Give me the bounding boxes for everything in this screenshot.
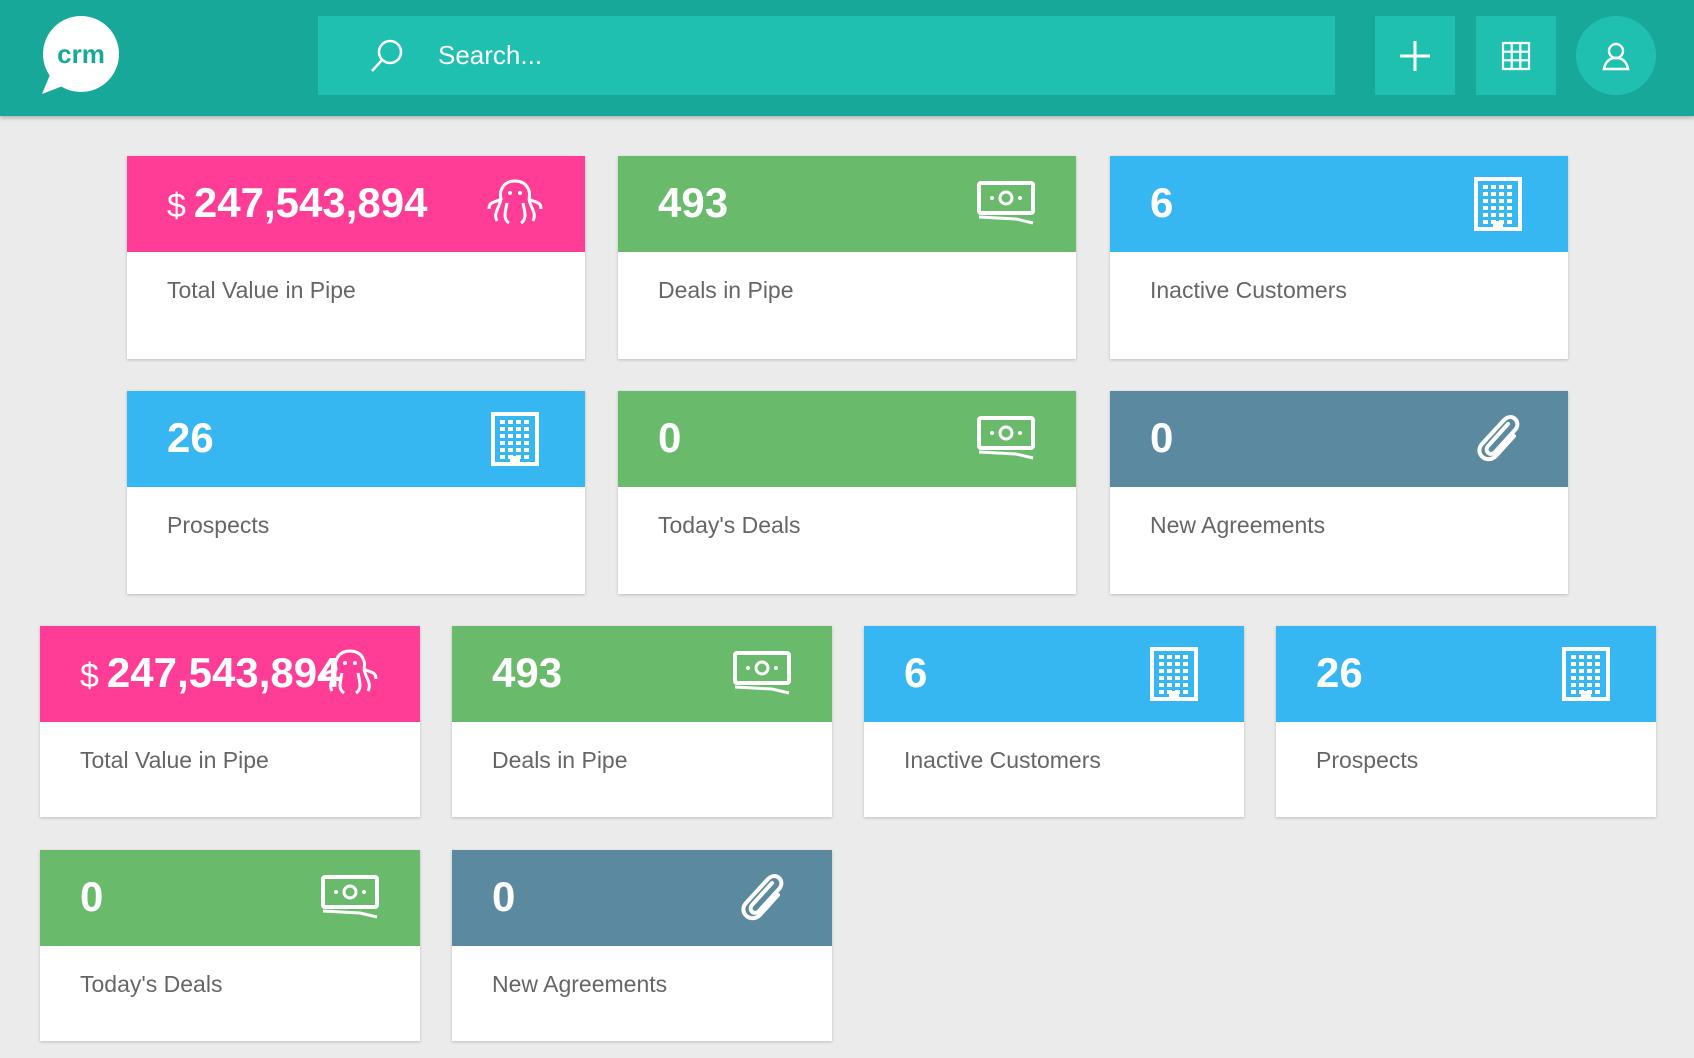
- search-icon: [371, 39, 403, 72]
- stat-card[interactable]: 6 Inactive Customers: [1110, 156, 1568, 359]
- user-icon: [1602, 42, 1630, 70]
- card-icon: [1477, 415, 1520, 462]
- card-header: 6: [1110, 156, 1568, 252]
- value-number: 247,543,894: [106, 649, 341, 696]
- card-icon: [1562, 647, 1610, 701]
- stat-card[interactable]: $247,543,894 Total Value in Pipe: [40, 626, 420, 817]
- card-value: $247,543,894: [80, 649, 341, 697]
- value-number: 0: [1150, 414, 1174, 461]
- card-label: Prospects: [1316, 747, 1419, 773]
- card-value: 0: [80, 873, 103, 921]
- card-value: 6: [904, 649, 927, 697]
- user-button[interactable]: [1576, 16, 1656, 95]
- stat-card[interactable]: 0 New Agreements: [1110, 391, 1568, 594]
- search-box[interactable]: Search...: [318, 16, 1335, 95]
- card-value: 0: [492, 873, 515, 921]
- card-value: 493: [658, 179, 728, 227]
- value-number: 493: [492, 649, 563, 696]
- stat-card[interactable]: 0 New Agreements: [452, 850, 832, 1041]
- card-header: 26: [127, 391, 585, 487]
- apps-button[interactable]: [1476, 16, 1556, 95]
- value-number: 6: [1150, 179, 1174, 226]
- card-label: Total Value in Pipe: [167, 277, 356, 303]
- card-icon: [321, 875, 379, 919]
- card-value: 493: [492, 649, 562, 697]
- card-header: 0: [1110, 391, 1568, 487]
- card-icon: [322, 649, 378, 695]
- stat-card[interactable]: 26 Prospects: [127, 391, 585, 594]
- card-label: Deals in Pipe: [492, 747, 628, 773]
- card-header: $247,543,894: [40, 626, 420, 722]
- stat-card[interactable]: 0 Today's Deals: [40, 850, 420, 1041]
- plus-icon: [1400, 40, 1430, 71]
- card-header: 0: [452, 850, 832, 946]
- search-placeholder: Search...: [438, 40, 543, 70]
- value-number: 26: [167, 414, 214, 461]
- header: crm Search...: [0, 0, 1694, 116]
- value-number: 247,543,894: [193, 179, 428, 226]
- stat-card[interactable]: $247,543,894 Total Value in Pipe: [127, 156, 585, 359]
- card-label: Today's Deals: [80, 971, 223, 997]
- value-prefix: $: [167, 187, 186, 225]
- card-header: 0: [618, 391, 1076, 487]
- card-label: New Agreements: [1150, 512, 1326, 538]
- card-header: 6: [864, 626, 1244, 722]
- card-value: 0: [1150, 414, 1173, 462]
- card-icon: [733, 651, 791, 695]
- card-header: $247,543,894: [127, 156, 585, 252]
- card-icon: [741, 874, 784, 921]
- card-label: Prospects: [167, 512, 270, 538]
- card-label: Total Value in Pipe: [80, 747, 269, 773]
- card-icon: [1474, 177, 1522, 231]
- value-number: 0: [80, 873, 104, 920]
- card-label: Inactive Customers: [1150, 277, 1347, 303]
- stat-card[interactable]: 26 Prospects: [1276, 626, 1656, 817]
- card-value: 26: [1316, 649, 1363, 697]
- card-icon: [977, 416, 1035, 460]
- card-icon: [1150, 647, 1198, 701]
- logo[interactable]: crm: [43, 16, 119, 92]
- value-number: 6: [904, 649, 928, 696]
- card-value: 6: [1150, 179, 1173, 227]
- card-label: Deals in Pipe: [658, 277, 794, 303]
- card-header: 493: [452, 626, 832, 722]
- value-prefix: $: [80, 657, 99, 695]
- card-label: Today's Deals: [658, 512, 801, 538]
- card-value: $247,543,894: [167, 179, 428, 227]
- stat-card[interactable]: 0 Today's Deals: [618, 391, 1076, 594]
- stat-card[interactable]: 6 Inactive Customers: [864, 626, 1244, 817]
- card-label: New Agreements: [492, 971, 668, 997]
- grid-icon: [1501, 41, 1531, 70]
- card-icon: [487, 179, 543, 225]
- value-number: 493: [658, 179, 729, 226]
- stat-card[interactable]: 493 Deals in Pipe: [618, 156, 1076, 359]
- card-header: 0: [40, 850, 420, 946]
- value-number: 0: [492, 873, 516, 920]
- add-button[interactable]: [1375, 16, 1455, 95]
- card-header: 493: [618, 156, 1076, 252]
- card-value: 0: [658, 414, 681, 462]
- card-value: 26: [167, 414, 214, 462]
- card-label: Inactive Customers: [904, 747, 1101, 773]
- card-header: 26: [1276, 626, 1656, 722]
- card-icon: [977, 181, 1035, 225]
- value-number: 26: [1316, 649, 1363, 696]
- stat-card[interactable]: 493 Deals in Pipe: [452, 626, 832, 817]
- card-icon: [491, 412, 539, 466]
- value-number: 0: [658, 414, 682, 461]
